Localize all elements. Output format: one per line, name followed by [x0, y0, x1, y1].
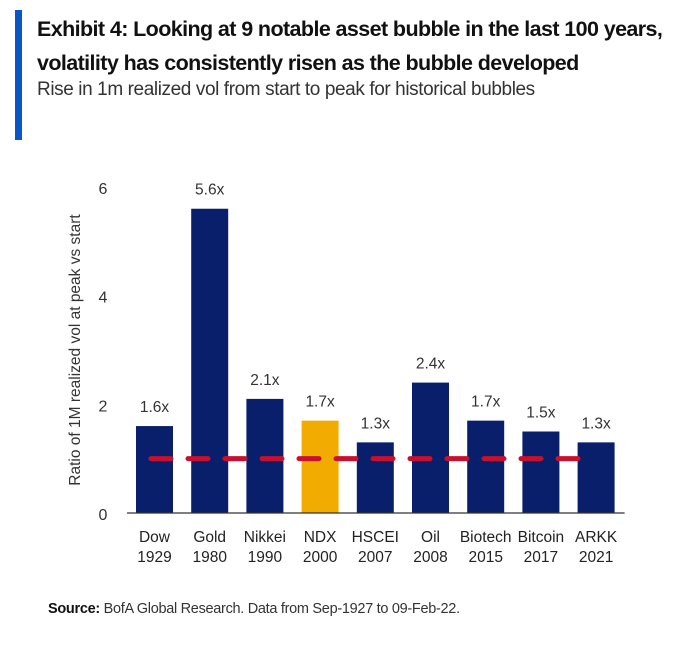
x-tick-label-name: Nikkei [244, 529, 286, 546]
x-tick-label-name: Dow [139, 529, 171, 546]
x-tick-label-year: 2017 [524, 549, 558, 566]
x-tick-label-name: Biotech [460, 529, 512, 546]
title-accent-bar [15, 10, 22, 140]
x-tick-label-year: 2000 [303, 549, 338, 566]
y-tick-label: 4 [99, 290, 108, 307]
data-label: 1.6x [140, 399, 170, 416]
x-tick-label-name: Oil [421, 529, 440, 546]
x-tick-label-year: 2008 [413, 549, 447, 566]
x-tick-label-name: HSCEI [352, 529, 399, 546]
bar-bitcoin [522, 431, 560, 513]
bar-hscei [356, 442, 394, 513]
x-tick-label-year: 1929 [137, 549, 171, 566]
data-label: 2.1x [250, 372, 280, 389]
bar-biotech [467, 420, 505, 513]
data-label: 1.7x [471, 394, 501, 411]
source-text: BofA Global Research. Data from Sep-1927… [103, 601, 460, 617]
x-tick-label-year: 1980 [192, 549, 227, 566]
x-tick-label-name: NDX [304, 529, 337, 546]
y-tick-label: 6 [99, 181, 108, 198]
bar-ndx [301, 420, 339, 513]
x-tick-label-name: Bitcoin [518, 529, 565, 546]
chart-subtitle: Rise in 1m realized vol from start to pe… [37, 79, 535, 100]
data-label: 1.3x [361, 415, 391, 432]
bar-chart: Ratio of 1M realized vol at peak vs star… [67, 181, 625, 566]
bar-oil [412, 382, 449, 513]
bar-nikkei [246, 398, 284, 513]
bar-gold [191, 208, 229, 513]
x-tick-label-year: 2007 [358, 549, 392, 566]
y-axis-label: Ratio of 1M realized vol at peak vs star… [67, 214, 84, 486]
data-label: 1.5x [526, 405, 556, 422]
data-label: 1.7x [305, 394, 335, 411]
x-tick-label-year: 1990 [248, 549, 283, 566]
bar-dow [136, 426, 173, 513]
chart-title: Exhibit 4: Looking at 9 notable asset bu… [37, 17, 663, 75]
y-tick-label: 0 [99, 507, 108, 524]
y-tick-label: 2 [99, 398, 108, 415]
x-tick-label-year: 2015 [468, 549, 502, 566]
x-tick-label-name: ARKK [575, 529, 618, 546]
source-note: Source: BofA Global Research. Data from … [48, 601, 460, 617]
source-label: Source: [48, 601, 100, 617]
bar-arkk [577, 442, 615, 513]
x-tick-label-name: Gold [193, 529, 226, 546]
data-label: 2.4x [416, 356, 446, 373]
x-tick-label-year: 2021 [579, 549, 613, 566]
data-label: 1.3x [581, 415, 611, 432]
data-label: 5.6x [195, 182, 225, 199]
